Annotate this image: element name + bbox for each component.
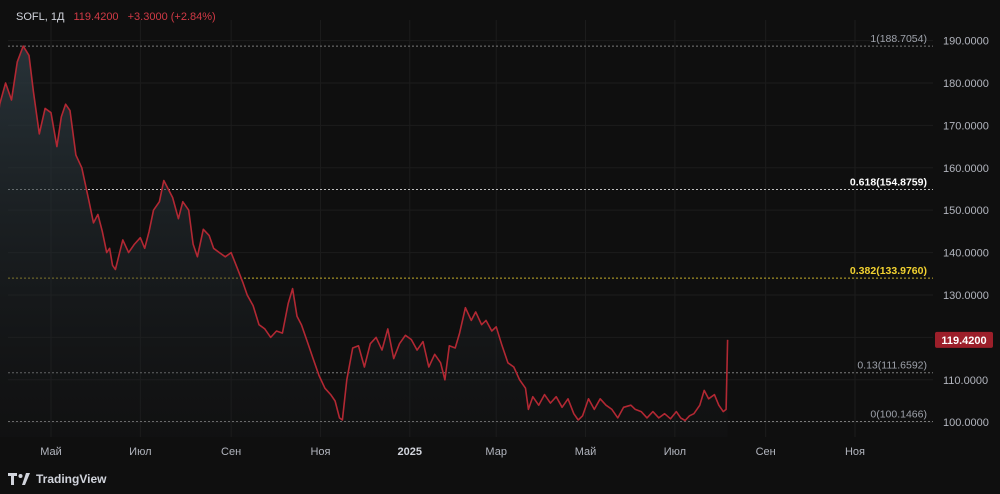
y-tick-label: 190.0000 [943, 36, 989, 48]
y-tick-label: 110.0000 [943, 375, 988, 387]
x-tick-label: 2025 [398, 446, 422, 458]
symbol-label[interactable]: SOFL, 1Д [16, 11, 65, 23]
y-tick-label: 170.0000 [943, 120, 989, 132]
fib-level-label: 0.618(154.8759) [850, 177, 927, 189]
series-area [0, 45, 729, 437]
tradingview-wordmark: TradingView [36, 472, 107, 486]
fib-level-label: 1(188.7054) [870, 33, 927, 45]
x-tick-label: Ноя [310, 446, 330, 458]
tradingview-brand[interactable]: TradingView [8, 470, 106, 488]
y-tick-label: 160.0000 [943, 163, 989, 175]
y-axis: 100.0000110.0000120.0000130.0000140.0000… [943, 36, 989, 430]
fib-level-label: 0.13(111.6592) [857, 360, 927, 372]
y-tick-label: 100.0000 [943, 417, 989, 429]
x-tick-label: Ноя [845, 446, 865, 458]
x-tick-label: Сен [221, 446, 241, 458]
last-price-label: 119.4200 [941, 335, 986, 347]
x-tick-label: Май [575, 446, 597, 458]
tradingview-logo-icon [8, 473, 30, 485]
fibonacci-levels: 1(188.7054) 0.618(154.8759) 0.382(133.9760… [8, 33, 933, 423]
y-tick-label: 140.0000 [943, 248, 989, 260]
x-tick-label: Сен [756, 446, 776, 458]
fib-level-label: 0.382(133.9760) [850, 265, 927, 277]
y-tick-label: 180.0000 [943, 78, 989, 90]
price-line [0, 45, 729, 422]
price-change: +3.3000 (+2.84%) [127, 11, 216, 23]
fib-level-label: 0(100.1466) [870, 409, 927, 421]
price-area-fill [0, 46, 728, 437]
y-tick-label: 150.0000 [943, 205, 989, 217]
x-tick-label: Июл [129, 446, 151, 458]
last-price-marker: 119.4200 [935, 331, 993, 348]
last-price-value: 119.4200 [73, 11, 119, 23]
x-tick-label: Мар [485, 446, 507, 458]
x-tick-label: Июл [664, 446, 686, 458]
chart-header: SOFL, 1Д 119.4200 +3.3000 (+2.84%) [16, 11, 216, 23]
x-axis: Май Июл Сен Ноя 2025 Мар Май Июл Сен Ноя [40, 446, 865, 458]
y-tick-label: 130.0000 [943, 290, 989, 302]
x-tick-label: Май [40, 446, 62, 458]
last-price-tag [935, 331, 993, 348]
